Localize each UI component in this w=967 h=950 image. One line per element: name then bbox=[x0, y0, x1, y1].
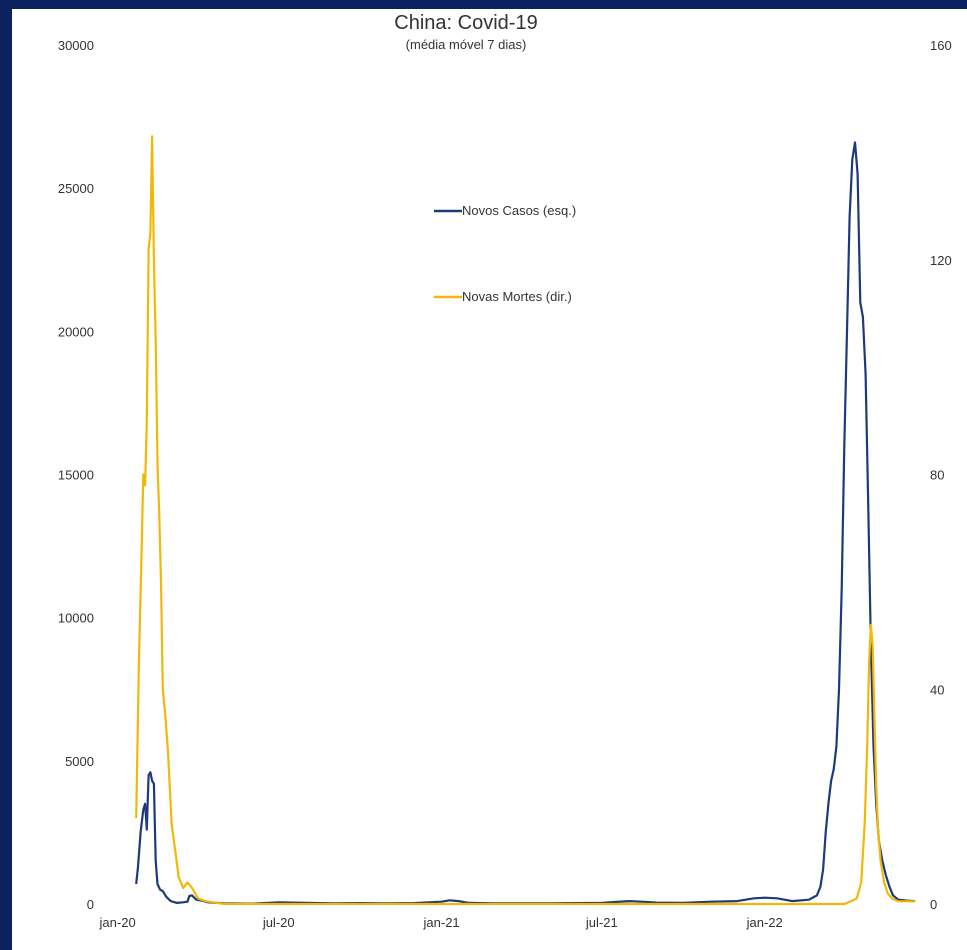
chart-svg: China: Covid-19 (média móvel 7 dias) 0 50… bbox=[58, 12, 952, 930]
y-right-tick-label: 40 bbox=[930, 682, 944, 697]
series-novos-casos-line bbox=[135, 141, 916, 905]
y-right-tick-label: 160 bbox=[930, 38, 952, 53]
y-left-tick-label: 25000 bbox=[58, 181, 94, 196]
y-right-tick-label: 120 bbox=[930, 253, 952, 268]
x-tick-label: jul-21 bbox=[585, 915, 618, 930]
x-tick-label: jan-21 bbox=[423, 915, 460, 930]
chart-subtitle: (média móvel 7 dias) bbox=[406, 37, 527, 52]
chart-title: China: Covid-19 bbox=[394, 12, 537, 34]
chart-frame: China: Covid-19 (média móvel 7 dias) 0 50… bbox=[12, 9, 967, 950]
x-tick-label: jan-22 bbox=[746, 915, 783, 930]
series-novas-mortes-line bbox=[135, 135, 916, 906]
x-axis: jan-20 jul-20 jan-21 jul-21 jan-22 bbox=[99, 915, 783, 930]
y-left-tick-label: 30000 bbox=[58, 38, 94, 53]
y-right-tick-label: 0 bbox=[930, 897, 937, 912]
legend-label: Novas Mortes (dir.) bbox=[462, 289, 572, 304]
legend-label: Novos Casos (esq.) bbox=[462, 203, 576, 218]
y-left-axis: 0 5000 10000 15000 20000 25000 30000 bbox=[58, 38, 94, 912]
x-tick-label: jul-20 bbox=[262, 915, 295, 930]
y-left-tick-label: 0 bbox=[87, 897, 94, 912]
y-left-tick-label: 15000 bbox=[58, 468, 94, 483]
y-left-tick-label: 20000 bbox=[58, 324, 94, 339]
x-tick-label: jan-20 bbox=[99, 915, 136, 930]
y-right-axis: 0 40 80 120 160 bbox=[930, 38, 952, 912]
y-right-tick-label: 80 bbox=[930, 468, 944, 483]
series-layer bbox=[135, 135, 916, 906]
y-left-tick-label: 10000 bbox=[58, 611, 94, 626]
y-left-tick-label: 5000 bbox=[65, 754, 94, 769]
legend: Novos Casos (esq.) Novas Mortes (dir.) bbox=[434, 203, 576, 304]
